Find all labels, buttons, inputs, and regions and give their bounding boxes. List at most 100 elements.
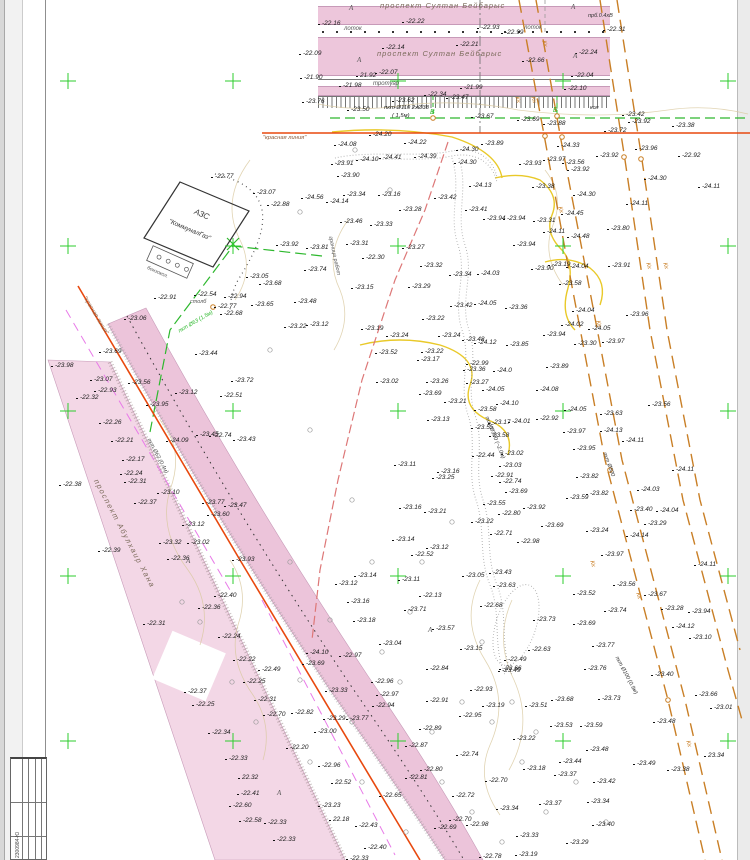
table-line	[11, 836, 46, 837]
elevation-point: -22.82	[291, 709, 313, 717]
elevation-point: -23.91	[331, 160, 353, 168]
elevation-point: -24.30	[644, 175, 666, 183]
elevation-point: -24.11	[626, 200, 648, 208]
elevation-point: -22.99	[466, 360, 488, 368]
elevation-point: -22.10	[564, 85, 586, 93]
elevation-point: -24.02	[561, 321, 583, 329]
elevation-point: -23.94	[503, 215, 525, 223]
elevation-point: -23.77	[592, 642, 614, 650]
elevation-point: -23.95	[573, 445, 595, 453]
elevation-point: -24.20	[369, 131, 391, 139]
elevation-point: -23.16	[347, 598, 369, 606]
elevation-point: -24.11	[543, 228, 565, 236]
elevation-point: -23.97	[563, 428, 585, 436]
elevation-point: -23.01	[710, 704, 732, 712]
road-abulkhair-khan	[47, 359, 346, 860]
pole-label: столб	[190, 299, 207, 305]
elevation-point: -23.95	[146, 401, 168, 409]
table-line	[22, 759, 23, 859]
elevation-point: -22.92	[678, 152, 700, 160]
elevation-point: -22.66	[522, 57, 544, 65]
elevation-point: -24.48	[567, 233, 589, 241]
elevation-point: -23.73	[598, 695, 620, 703]
elevation-point: -23.57	[432, 625, 454, 633]
elevation-point: -23.02	[376, 378, 398, 386]
elevation-point: -22.07	[375, 69, 397, 77]
elevation-point: -22.39	[98, 547, 120, 555]
service-road-band	[107, 307, 484, 860]
elevation-point: -22.44	[472, 452, 494, 460]
asphalt-mark: А	[349, 4, 354, 12]
elevation-point: -23.12	[175, 389, 197, 397]
elevation-point: -23.06	[124, 315, 146, 323]
elevation-point: -22.26	[99, 419, 121, 427]
elevation-point: -23.32	[420, 262, 442, 270]
elevation-point: -24.33	[557, 142, 579, 150]
sheet-number: 2300984-Ю	[15, 831, 21, 858]
elevation-point: -22.41	[237, 790, 259, 798]
elevation-point: -22.34	[208, 729, 230, 737]
elevation-point: -24.05	[474, 300, 496, 308]
elevation-point: -22.91	[154, 294, 176, 302]
elevation-point: -23.32	[159, 539, 181, 547]
elevation-point: -23.81	[306, 244, 328, 252]
sewer-lines	[518, 0, 743, 860]
elevation-point: -22.37	[184, 688, 206, 696]
elevation-point: -24.08	[536, 386, 558, 394]
elevation-point: -24.11	[698, 183, 720, 191]
elevation-point: -23.29	[408, 283, 430, 291]
elevation-point: -22.24	[120, 470, 142, 478]
asphalt-mark: А	[571, 3, 576, 11]
elevation-point: -22.21	[111, 437, 133, 445]
elevation-point: -22.80	[498, 510, 520, 518]
elevation-point: -23.19	[548, 261, 570, 269]
elevation-point: -23.33	[370, 221, 392, 229]
elevation-point: -24.30	[456, 146, 478, 154]
asphalt-mark: А	[357, 56, 362, 64]
elevation-point: -22.36	[167, 555, 189, 563]
elevation-point: -23.12	[182, 521, 204, 529]
elevation-point: -22.49	[504, 656, 526, 664]
elevation-point: -23.73	[533, 616, 555, 624]
elevation-point: -23.48	[462, 336, 484, 344]
elevation-point: -22.97	[339, 652, 361, 660]
elevation-point: -23.59	[580, 722, 602, 730]
elevation-point: -22.17	[122, 456, 144, 464]
elevation-point: -22.78	[479, 853, 501, 860]
elevation-point: -24.05	[482, 386, 504, 394]
elevation-point: -22.74	[499, 478, 521, 486]
elevation-point: -24.11	[694, 561, 716, 569]
elevation-point: -23.02	[501, 450, 523, 458]
elevation-point: -22.70	[263, 711, 285, 719]
elevation-point: -23.27	[402, 244, 424, 252]
elevation-point: -23.23	[318, 802, 340, 810]
elevation-point: -22.70	[449, 816, 471, 824]
table-line	[28, 759, 29, 859]
elevation-point: -23.12	[335, 580, 357, 588]
elevation-point: -22.54	[194, 291, 216, 299]
elevation-point: -23.19	[515, 851, 537, 859]
elevation-point: -24.01	[508, 418, 530, 426]
elevation-point: -23.22	[471, 518, 493, 526]
elevation-point: -24.04	[656, 507, 678, 515]
elevation-point: -22.91	[426, 697, 448, 705]
elevation-point: -22.70	[485, 777, 507, 785]
elevation-point: -23.11	[394, 461, 416, 469]
elevation-point: -23.88	[543, 120, 565, 128]
elevation-point: -23.55	[483, 500, 505, 508]
elevation-point: -23.16	[378, 191, 400, 199]
gas-station-building	[143, 173, 264, 313]
elevation-point: 22.52	[331, 779, 351, 787]
elevation-point: -23.53	[550, 722, 572, 730]
elevation-point: -23.15	[460, 645, 482, 653]
elevation-point: -24.13	[469, 182, 491, 190]
elevation-point: -23.94	[483, 215, 505, 223]
elevation-point: -23.07	[90, 376, 112, 384]
elevation-point: -23.31	[533, 217, 555, 225]
elevation-point: -22.36	[198, 604, 220, 612]
scan-edge-right	[738, 0, 750, 860]
elevation-point: -23.59	[566, 494, 588, 502]
elevation-point: -23.96	[626, 311, 648, 319]
elevation-point: -22.49	[258, 666, 280, 674]
elevation-point: -23.69	[419, 390, 441, 398]
